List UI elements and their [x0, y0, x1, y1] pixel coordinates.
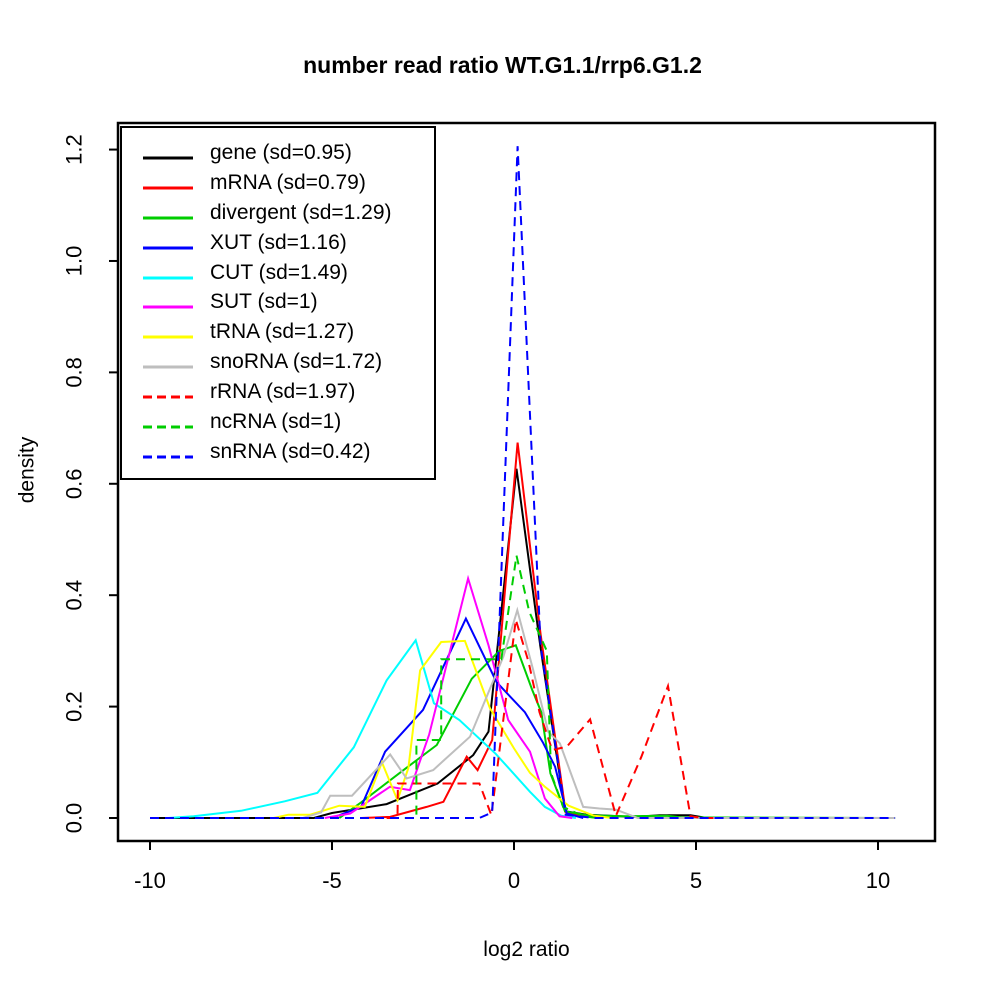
legend-label-SUT: SUT (sd=1)	[210, 290, 318, 314]
legend-line-sample-rRNA	[142, 388, 194, 399]
y-tick-label: 1.2	[62, 134, 87, 165]
series-line-mRNA	[361, 442, 602, 819]
series-line-rRNA	[386, 619, 715, 819]
series-line-CUT	[168, 638, 577, 819]
x-tick-label: -10	[134, 868, 166, 893]
legend-label-XUT: XUT (sd=1.16)	[210, 230, 347, 254]
series-line-tRNA	[273, 639, 613, 819]
x-tick-label: -5	[322, 868, 342, 893]
legend-label-divergent: divergent (sd=1.29)	[210, 200, 392, 224]
legend-item-CUT: CUT (sd=1.49)	[142, 258, 434, 288]
legend-label-CUT: CUT (sd=1.49)	[210, 260, 348, 284]
legend-line-sample-snRNA	[142, 448, 194, 459]
legend-label-tRNA: tRNA (sd=1.27)	[210, 320, 355, 344]
series-group	[150, 146, 896, 819]
legend-item-mRNA: mRNA (sd=0.79)	[142, 168, 434, 198]
legend-item-ncRNA: ncRNA (sd=1)	[142, 407, 434, 437]
legend-label-snRNA: snRNA (sd=0.42)	[210, 439, 371, 463]
legend-item-rRNA: rRNA (sd=1.97)	[142, 377, 434, 407]
legend-item-snRNA: snRNA (sd=0.42)	[142, 437, 434, 467]
series-line-ncRNA	[404, 555, 598, 819]
x-tick-label: 5	[690, 868, 702, 893]
legend-line-sample-XUT	[142, 239, 194, 250]
y-tick-label: 0.0	[62, 803, 87, 834]
x-tick-label: 10	[866, 868, 890, 893]
y-axis-title-wrap: density	[0, 437, 84, 504]
chart-title: number read ratio WT.G1.1/rrp6.G1.2	[303, 52, 702, 78]
legend-line-sample-tRNA	[142, 328, 194, 339]
legend-item-tRNA: tRNA (sd=1.27)	[142, 317, 434, 347]
legend-item-gene: gene (sd=0.95)	[142, 138, 434, 168]
x-tick-label: 0	[508, 868, 520, 893]
plot-border	[116, 121, 937, 843]
legend-item-SUT: SUT (sd=1)	[142, 287, 434, 317]
y-tick-label: 1.0	[62, 246, 87, 277]
y-tick-label: 0.8	[62, 357, 87, 388]
legend-label-gene: gene (sd=0.95)	[210, 140, 352, 164]
legend-line-sample-mRNA	[142, 179, 194, 190]
series-line-SUT	[324, 574, 573, 819]
legend-line-sample-gene	[142, 149, 194, 160]
legend-line-sample-CUT	[142, 269, 194, 279]
legend-line-sample-divergent	[142, 209, 194, 220]
x-axis-title: log2 ratio	[483, 938, 570, 961]
legend-label-ncRNA: ncRNA (sd=1)	[210, 409, 342, 433]
legend-line-sample-snoRNA	[142, 358, 194, 369]
legend-line-sample-ncRNA	[142, 418, 194, 429]
series-line-snoRNA	[302, 606, 896, 819]
legend-line-sample-SUT	[142, 298, 194, 309]
y-tick-label: 0.4	[62, 580, 87, 611]
legend-item-snoRNA: snoRNA (sd=1.72)	[142, 347, 434, 377]
series-line-divergent	[338, 644, 896, 819]
series-line-snRNA	[150, 146, 896, 819]
legend-item-divergent: divergent (sd=1.29)	[142, 198, 434, 228]
series-line-gene	[153, 468, 718, 819]
y-tick-label: 0.2	[62, 691, 87, 722]
legend-label-snoRNA: snoRNA (sd=1.72)	[210, 350, 383, 374]
legend-label-rRNA: rRNA (sd=1.97)	[210, 380, 356, 404]
legend-item-XUT: XUT (sd=1.16)	[142, 228, 434, 258]
legend: gene (sd=0.95) mRNA (sd=0.79) divergent (s…	[120, 126, 436, 480]
legend-label-mRNA: mRNA (sd=0.79)	[210, 170, 366, 194]
y-axis-title: density	[15, 436, 39, 504]
y-tick-label: 0.6	[62, 468, 87, 499]
